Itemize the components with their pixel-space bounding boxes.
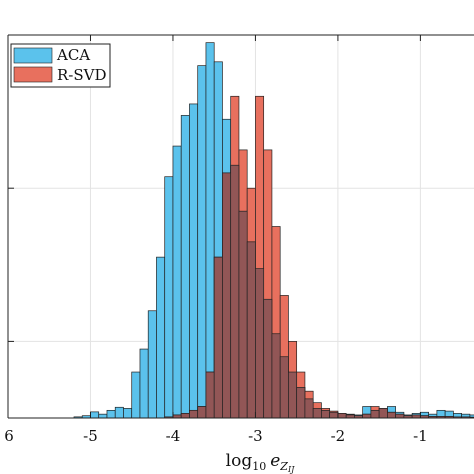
x-tick-label: -2: [331, 427, 346, 445]
x-tick-label: -1: [413, 427, 428, 445]
overlap-bar: [387, 411, 396, 419]
overlap-bar: [189, 409, 199, 419]
overlap-bar: [255, 268, 265, 419]
histogram-bar: [90, 411, 100, 419]
histogram-bar: [197, 65, 207, 419]
x-tick-label: -4: [166, 427, 181, 445]
overlap-bar: [197, 406, 207, 419]
legend-swatch-rsvd: [13, 66, 53, 83]
histogram-bar: [114, 406, 124, 419]
x-axis-title-subsub: IJ: [287, 465, 295, 474]
x-tick-label: -5: [83, 427, 98, 445]
overlap-bar: [180, 413, 190, 419]
histogram-bar: [164, 176, 174, 419]
histogram-bar: [189, 103, 199, 419]
x-tick-label: -3: [248, 427, 263, 445]
legend-swatch-aca: [13, 47, 53, 64]
x-axis-title: log10 eZIJ: [226, 451, 295, 474]
overlap-bar: [337, 413, 347, 419]
x-axis-title-var: e: [270, 451, 280, 471]
overlap-bar: [263, 298, 273, 419]
histogram-bar: [172, 145, 182, 419]
histogram-bar: [180, 115, 190, 419]
histogram-bar: [106, 409, 116, 419]
x-axis-title-sub: Z: [279, 460, 288, 473]
overlap-bar: [213, 256, 223, 419]
histogram-bar: [205, 42, 215, 419]
histogram-bar: [139, 348, 149, 419]
histogram-bar: [98, 413, 108, 419]
overlap-bar: [238, 210, 248, 419]
legend-label-rsvd: R-SVD: [57, 66, 107, 84]
overlap-bar: [362, 413, 372, 419]
histogram-bar: [131, 371, 141, 419]
overlap-bar: [395, 413, 405, 419]
overlap-bar: [279, 356, 289, 419]
overlap-bar: [370, 409, 380, 419]
overlap-bar: [378, 408, 388, 419]
legend: ACA R-SVD: [10, 43, 111, 88]
overlap-bar: [321, 409, 331, 419]
histogram-bar: [156, 256, 166, 419]
histogram-bar: [123, 408, 133, 419]
axes: [7, 34, 474, 419]
overlap-bar: [230, 164, 240, 419]
overlap-bar: [304, 398, 314, 419]
overlap-bar: [288, 371, 298, 419]
overlap-bar: [271, 333, 281, 419]
x-axis-title-log: log: [226, 451, 253, 471]
overlap-bar: [296, 387, 306, 419]
legend-label-aca: ACA: [56, 46, 90, 64]
overlap-bar: [312, 408, 322, 419]
histogram-bar: [147, 310, 157, 419]
x-tick-labels: 6 -5 -4 -3 -2 -1: [4, 427, 427, 445]
x-tick-label: 6: [4, 427, 14, 445]
overlap-bar: [205, 371, 215, 419]
overlap-bar: [222, 172, 232, 419]
x-axis-title-base: 10: [252, 460, 266, 473]
overlap-bar: [329, 411, 339, 419]
overlap-bar: [246, 241, 256, 419]
